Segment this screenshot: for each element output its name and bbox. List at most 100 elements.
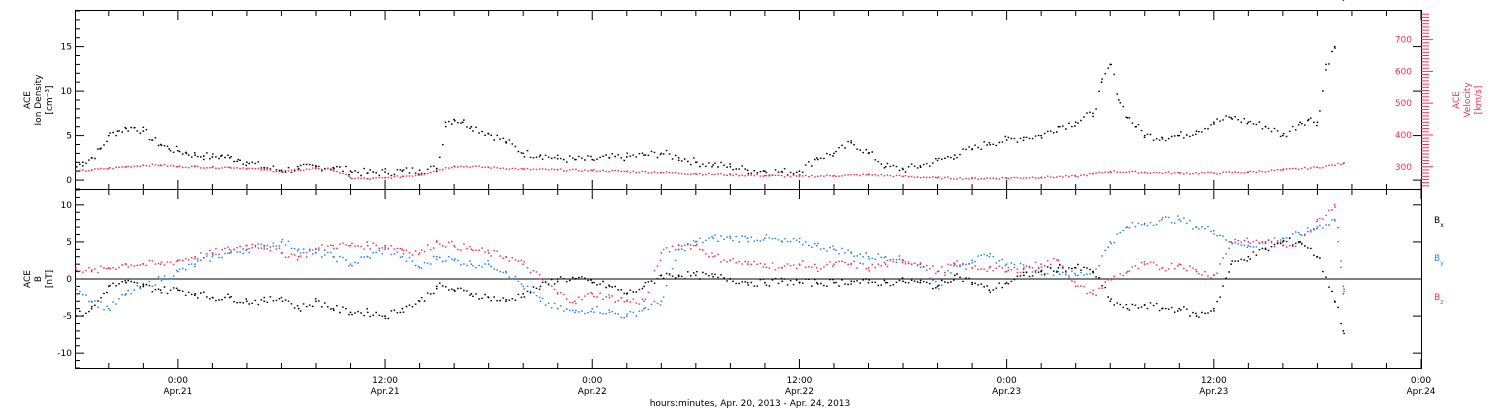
bz-marks-point-43 [815,266,818,269]
bx-marks-point-18 [384,315,386,317]
top-y2label-line-2: Velocity [1463,82,1473,118]
bottom-ytick-label-3: 5 [66,238,72,248]
velocity-marks-point-9 [228,166,231,169]
bz-marks-point-64 [1178,263,1181,266]
bx-marks-point-67 [1230,263,1232,266]
bx-marks-point-45 [850,280,853,283]
bx-marks-point-16 [349,311,352,314]
by-marks-point-57 [1057,270,1060,273]
bx-marks-point-60 [1109,300,1112,303]
by-marks-point-63 [1161,218,1163,221]
density-marks-point-79 [1178,134,1181,137]
bx-marks-point-11 [263,300,266,303]
velocity-marks-point-31 [764,174,766,177]
bx-marks-point-42 [798,281,801,284]
velocity-marks-point-34 [867,173,870,176]
xtick-time-label-6: 0:00 [1411,376,1431,386]
density-marks-point-31 [435,167,438,170]
density-marks-point-71 [1092,112,1094,115]
velocity-marks-point-20 [418,173,421,176]
bz-marks-point-58 [1074,285,1077,288]
bx-marks-point-69 [1264,248,1267,251]
velocity-marks-point-15 [332,169,335,171]
density-marks-point-13 [185,152,188,155]
top-ytick-label-0: 0 [66,176,72,186]
bz-marks-point-46 [867,266,870,269]
density-marks-point-76 [1135,125,1138,128]
density-marks-point-41 [574,158,576,161]
density-marks-point-35 [470,125,473,128]
velocity-marks-point-0 [75,170,77,173]
density-marks-point-43 [608,156,611,159]
density-marks-point-73 [1109,63,1112,66]
by-marks-point-34 [660,300,663,303]
by-marks-point-40 [764,237,766,240]
bx-marks-point-30 [591,281,594,284]
bx-marks-point-40 [764,281,766,284]
bottom-ylabel-line-3: [nT] [45,270,55,288]
velocity-marks [76,162,1345,180]
by-marks-point-39 [746,237,749,240]
top-y2tick-label-2: 500 [1395,99,1412,109]
bx-marks-point-61 [1126,307,1129,310]
density-marks-point-80 [1195,130,1198,133]
density-marks-point-27 [366,172,369,174]
top-ytick-label-3: 15 [61,43,72,53]
velocity-marks-point-41 [1092,172,1094,175]
by-marks-point-19 [401,255,404,258]
bx-marks-point-25 [505,300,507,303]
top-y2tick-label-4: 700 [1395,36,1412,46]
bz-marks-point-12 [280,252,283,254]
velocity-marks-point-43 [1143,171,1146,174]
density-marks-point-54 [798,170,801,173]
bx-marks-point-2 [107,285,110,288]
legend-bx-main: B [1434,216,1440,226]
xtick-time-label-1: 12:00 [372,376,398,386]
bz-marks-point-61 [1126,270,1129,273]
bx-marks-point-57 [1057,266,1060,269]
density-marks-point-14 [194,154,197,157]
bz-marks-point-52 [971,266,973,269]
top-panel-frame [75,10,1422,190]
density-marks-point-64 [971,148,973,150]
bx-marks-point-64 [1178,307,1181,310]
by-marks-point-23 [470,263,473,266]
xtick-date-label-0: Apr.21 [163,387,192,397]
velocity-marks-point-33 [833,174,835,177]
density-marks-point-82 [1230,116,1232,119]
bottom-ytick-label-1: -5 [63,312,72,322]
density-marks-point-34 [461,121,464,124]
bz-marks-point-6 [176,259,179,262]
density-marks-point-10 [159,143,162,146]
bz-marks-point-17 [366,244,369,247]
density-marks [76,47,1336,177]
by-marks-point-70 [1281,237,1284,240]
top-y2tick-label-3: 600 [1395,67,1412,77]
bz-marks-point-57 [1057,259,1060,262]
velocity-marks-point-7 [194,165,197,168]
density-marks-point-89 [1325,63,1327,66]
density-marks-point-20 [246,161,248,164]
velocity-marks-point-11 [263,169,266,171]
density-marks-point-8 [142,130,145,133]
density-marks-point-37 [505,140,507,143]
bz-marks-point-60 [1109,278,1112,280]
density-marks-point-70 [1074,121,1077,124]
density-marks-point-91 [1342,0,1345,1]
by-marks-point-3 [125,292,127,295]
by-marks-point-52 [971,259,973,262]
bz-marks-point-33 [643,300,645,303]
bx-marks-point-32 [625,292,628,295]
density-marks-point-51 [746,169,749,172]
xtick-time-label-3: 12:00 [786,376,812,386]
density-marks-point-42 [591,158,594,161]
by-marks-point-5 [159,278,162,280]
bx-marks-point-34 [660,274,663,277]
density-marks-point-75 [1126,116,1129,119]
bz-marks-point-29 [574,300,576,303]
bx-marks-point-31 [608,285,611,288]
bx-marks-point-41 [781,280,784,283]
bx-marks-point-62 [1143,304,1146,306]
velocity-marks-point-21 [435,169,438,171]
